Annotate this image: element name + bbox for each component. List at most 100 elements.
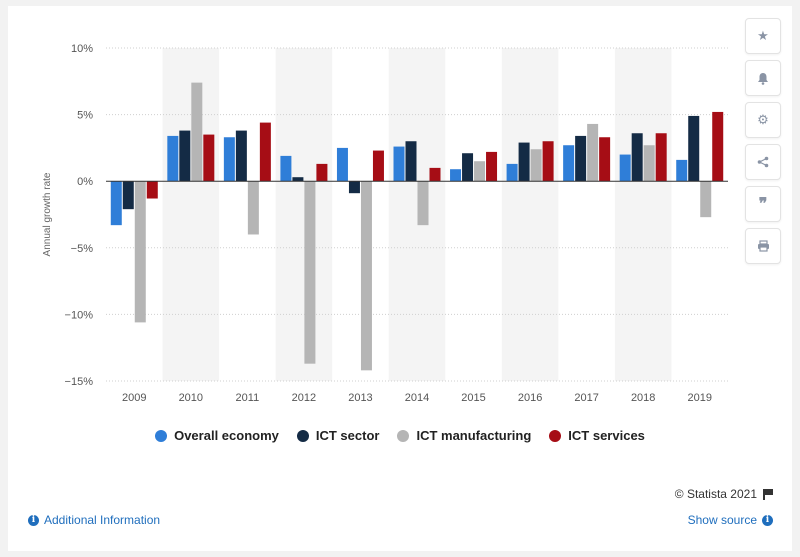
bar (676, 159, 688, 182)
cite-button[interactable]: ❞ (745, 186, 781, 222)
bar (542, 141, 554, 182)
statista-credits[interactable]: © Statista 2021 (675, 487, 773, 501)
side-toolbar: ★ ⚙ ❞ (745, 18, 781, 270)
print-icon (757, 240, 769, 252)
bar (486, 151, 498, 182)
bar (235, 130, 247, 182)
y-tick-label: −15% (65, 376, 94, 388)
x-tick-label: 2011 (236, 392, 260, 404)
bar (316, 163, 328, 182)
bar (530, 149, 542, 182)
legend-label: ICT services (568, 428, 645, 443)
band (501, 48, 559, 381)
y-tick-label: −10% (65, 309, 94, 321)
bar (304, 181, 316, 364)
x-tick-label: 2014 (405, 392, 429, 404)
band (275, 48, 333, 381)
share-button[interactable] (745, 144, 781, 180)
y-tick-label: 5% (77, 110, 93, 122)
x-tick-label: 2016 (518, 392, 542, 404)
bar (167, 135, 179, 182)
bar (134, 181, 146, 323)
bar (348, 181, 360, 194)
bar (643, 145, 655, 182)
y-tick-labels: 10% 5% 0% −5% −10% −15% (65, 43, 94, 388)
bar (429, 167, 441, 182)
bar (203, 134, 215, 182)
bar (599, 137, 611, 182)
x-tick-label: 2017 (574, 392, 598, 404)
bar (336, 147, 348, 182)
bar (655, 133, 667, 182)
y-tick-label: 10% (71, 43, 93, 55)
x-tick-label: 2013 (348, 392, 372, 404)
print-button[interactable] (745, 228, 781, 264)
flag-icon (763, 489, 773, 500)
notification-button[interactable] (745, 60, 781, 96)
bar (223, 137, 235, 182)
bar (619, 154, 631, 182)
bar (462, 153, 474, 182)
bell-icon (758, 72, 768, 85)
show-source-link[interactable]: Show source i (688, 513, 773, 527)
band (388, 48, 446, 381)
bar (122, 181, 134, 210)
legend-marker (296, 429, 309, 442)
bar (179, 130, 191, 182)
legend-label: ICT manufacturing (416, 428, 532, 443)
bar (688, 115, 700, 182)
y-tick-label: 0% (77, 176, 93, 188)
x-tick-label: 2010 (179, 392, 203, 404)
bar (393, 146, 405, 182)
chart-legend: Overall economy ICT sector ICT manufactu… (0, 428, 800, 443)
legend-item-ict-sector[interactable]: ICT sector (296, 428, 380, 443)
additional-information-link[interactable]: i Additional Information (28, 513, 160, 527)
quote-icon: ❞ (758, 196, 768, 213)
bar (700, 181, 712, 218)
y-axis-label: Annual growth rate (42, 172, 53, 256)
bar (575, 135, 587, 182)
bar (372, 150, 384, 182)
favorite-button[interactable]: ★ (745, 18, 781, 54)
x-tick-label: 2009 (122, 392, 146, 404)
bar (247, 181, 259, 235)
bar (587, 123, 599, 182)
band (614, 48, 672, 381)
settings-button[interactable]: ⚙ (745, 102, 781, 138)
bar (474, 161, 486, 182)
bar (110, 181, 122, 226)
x-tick-label: 2015 (461, 392, 485, 404)
x-tick-labels: 2009 2010 2011 2012 2013 2014 2015 2016 2017 2018… (122, 392, 712, 404)
bar (280, 155, 292, 182)
star-icon: ★ (757, 28, 769, 43)
info-icon: i (28, 514, 39, 526)
bar (518, 142, 530, 182)
legend-item-ict-services[interactable]: ICT services (549, 428, 645, 443)
show-source-label: Show source (687, 513, 757, 527)
bar (506, 163, 518, 182)
x-tick-label: 2012 (292, 392, 316, 404)
bar (292, 177, 304, 182)
bar (631, 133, 643, 182)
x-tick-label: 2018 (631, 392, 655, 404)
legend-item-overall-economy[interactable]: Overall economy (155, 428, 279, 443)
legend-label: Overall economy (174, 428, 279, 443)
legend-marker (549, 429, 562, 442)
legend-label: ICT sector (315, 428, 380, 443)
additional-information-label: Additional Information (44, 513, 161, 527)
bar (712, 111, 724, 182)
bars (110, 82, 724, 371)
alternate-bands (162, 48, 672, 381)
legend-item-ict-manufacturing[interactable]: ICT manufacturing (397, 428, 531, 443)
bar (450, 169, 462, 182)
y-tick-label: −5% (71, 243, 94, 255)
bar (563, 145, 575, 182)
band (162, 48, 220, 381)
bar (360, 181, 372, 371)
bar (191, 82, 203, 182)
legend-marker (155, 429, 168, 442)
legend-marker (397, 429, 410, 442)
bar (417, 181, 429, 226)
bar (146, 181, 158, 199)
